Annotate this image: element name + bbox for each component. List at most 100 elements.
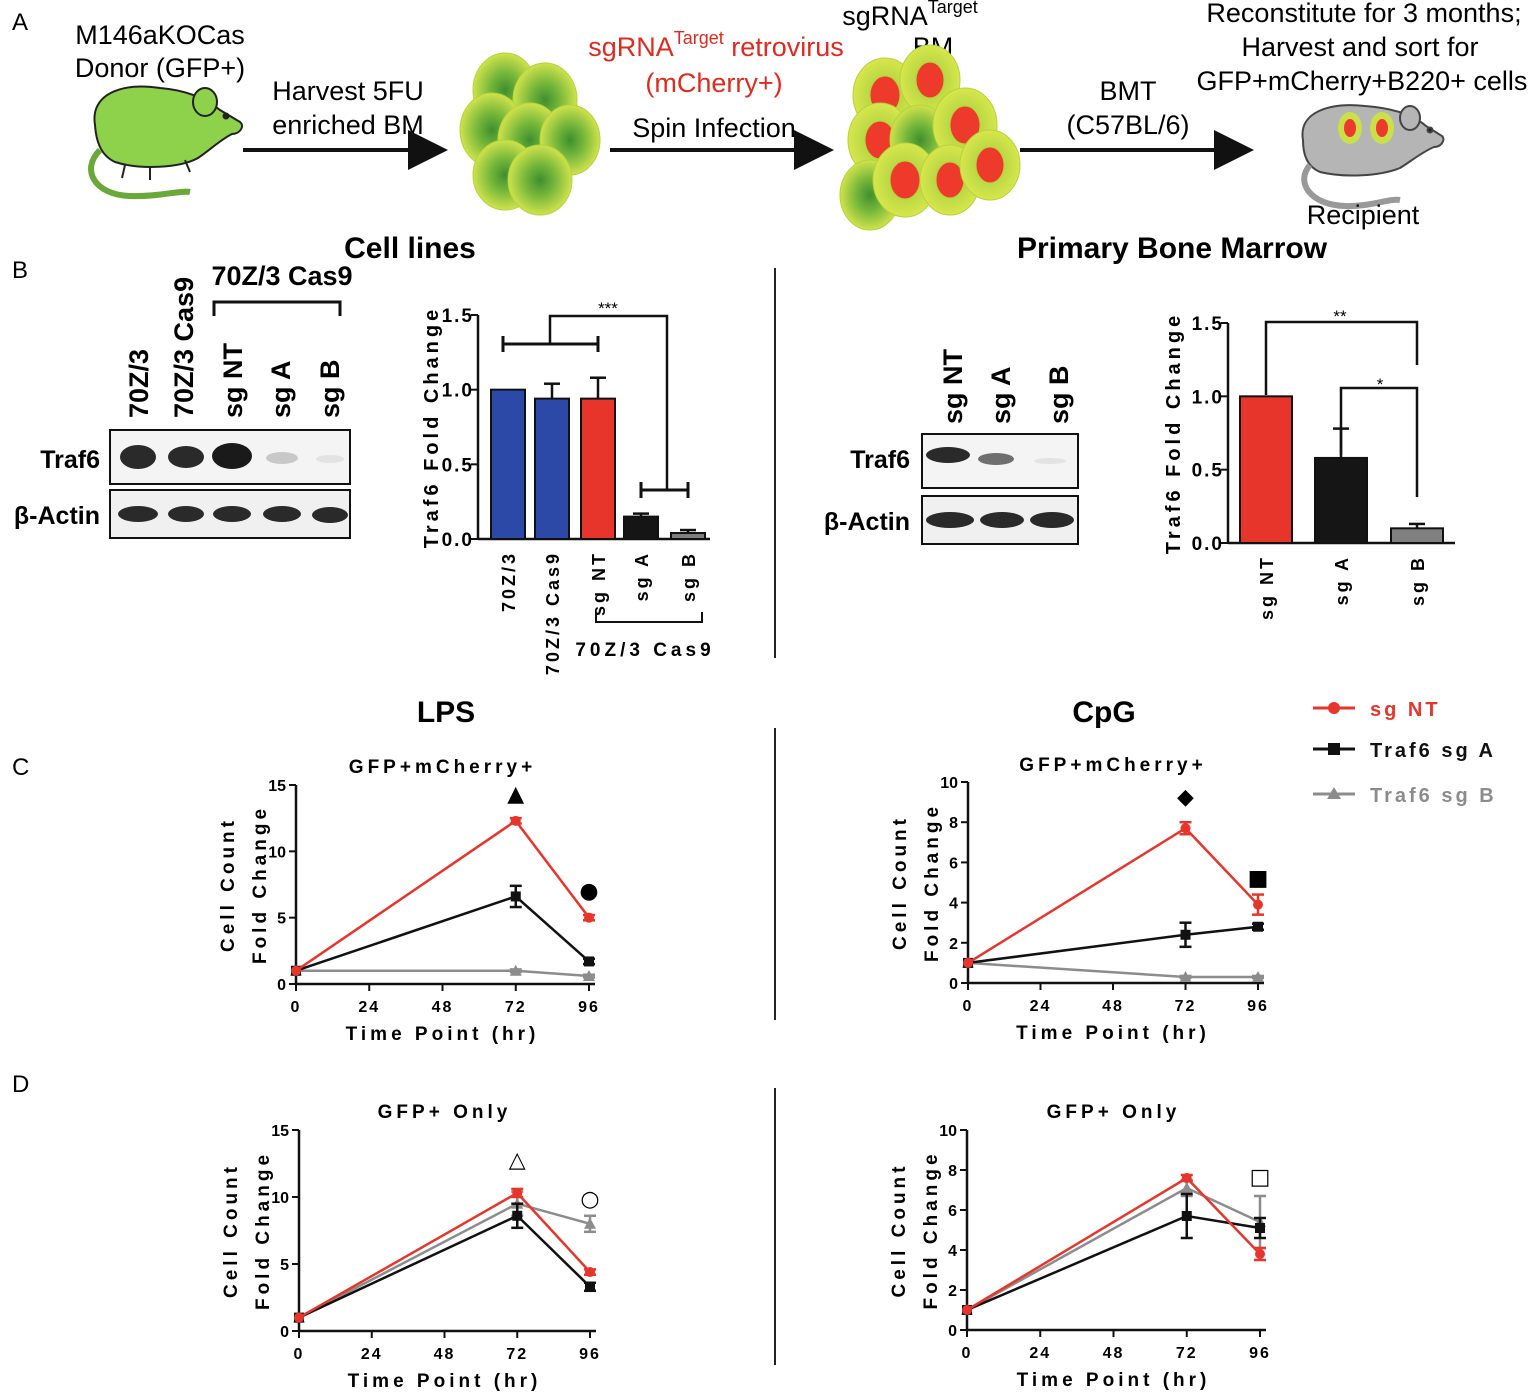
bar xyxy=(623,515,659,540)
x-tick-label: 96 xyxy=(1247,998,1269,1015)
significance-marker: ● xyxy=(579,879,598,904)
primary-bm-title: Primary Bone Marrow xyxy=(1017,232,1328,265)
y-tick-label: 1.0 xyxy=(442,381,474,402)
significance-marker: ◆ xyxy=(1177,785,1194,810)
recon-label-3: GFP+mCherry+B220+ cells xyxy=(1197,66,1528,96)
x-tick-label: 70Z/3 xyxy=(499,551,519,612)
data-point xyxy=(962,1305,972,1315)
x-tick-label: 48 xyxy=(1103,1345,1125,1362)
y-tick-label: 0 xyxy=(280,1324,289,1341)
y-tick-label: 1.0 xyxy=(1192,387,1224,408)
blot-left-lane: 70Z/3 xyxy=(124,349,154,418)
blot-left-lane: sg A xyxy=(266,360,296,418)
chart-title: GFP+mCherry+ xyxy=(1019,755,1206,776)
y-axis-label: Traf6 Fold Change xyxy=(1163,312,1185,554)
blot-right-row-traf6: Traf6 xyxy=(850,446,910,474)
bar xyxy=(670,532,706,541)
data-point xyxy=(512,1187,523,1198)
bar xyxy=(1314,456,1368,544)
sig-bracket-main xyxy=(548,314,669,490)
data-point xyxy=(291,965,301,976)
harvest-label-1: Harvest 5FU xyxy=(272,76,424,106)
x-tick-label: 48 xyxy=(434,1346,456,1363)
data-point xyxy=(1179,970,1192,982)
legend: sg NT Traf6 sg A Traf6 sg B xyxy=(1313,699,1494,807)
data-point xyxy=(585,1267,595,1278)
legend-item-traf6-sg-a: Traf6 sg A xyxy=(1313,740,1493,762)
x-tick-label: 48 xyxy=(1102,998,1124,1015)
significance-marker: ○ xyxy=(580,1187,599,1212)
panel-d-label: D xyxy=(12,1071,29,1098)
blot-left-row-actin: β-Actin xyxy=(14,502,100,530)
x-tick-label: sg B xyxy=(679,551,699,602)
y-tick-label: 5 xyxy=(280,1257,289,1274)
y-tick-label: 0.0 xyxy=(1192,534,1224,555)
data-point xyxy=(1180,1182,1193,1193)
y-tick-label: 2 xyxy=(949,936,958,953)
x-tick-label: sg A xyxy=(1332,555,1352,605)
x-group-label: 70Z/3 Cas9 xyxy=(575,640,714,661)
data-point xyxy=(509,964,522,976)
chart-title: GFP+ Only xyxy=(1047,1102,1181,1123)
data-point xyxy=(1181,1173,1192,1183)
series-line xyxy=(967,826,1259,964)
x-tick-label: 96 xyxy=(1249,1345,1271,1362)
data-point xyxy=(584,1217,596,1229)
x-tick-label: 96 xyxy=(578,999,600,1016)
y-tick-label: 10 xyxy=(939,1123,957,1140)
blot-left-lane: sg B xyxy=(315,359,345,418)
bm-cells-cluster xyxy=(459,52,601,216)
data-point xyxy=(584,956,594,967)
recipient-mouse-icon xyxy=(1301,104,1445,210)
data-point xyxy=(1181,1211,1192,1221)
x-tick-label: 24 xyxy=(1030,998,1052,1015)
sig-bracket-group2 xyxy=(639,482,690,498)
y-axis-label: Fold Change xyxy=(250,805,271,964)
x-tick-label: 0 xyxy=(963,998,974,1015)
y-tick-label: 15 xyxy=(268,778,286,795)
donor-label-1: M146aKOCas xyxy=(75,20,245,50)
data-point xyxy=(1253,899,1263,910)
legend-item-traf6-sg-b: Traf6 sg B xyxy=(1313,785,1494,807)
data-point xyxy=(1253,921,1263,932)
virus-label-2: (mCherry+) xyxy=(645,68,782,98)
x-tick-label: 0 xyxy=(294,1346,305,1363)
data-point xyxy=(510,815,521,826)
y-axis-label: Cell Count xyxy=(221,1163,242,1298)
y-tick-label: 15 xyxy=(271,1123,289,1140)
x-axis-label: Time Point (hr) xyxy=(1017,1370,1211,1391)
y-tick-label: 2 xyxy=(948,1283,957,1300)
y-axis-label: Cell Count xyxy=(890,815,911,950)
donor-label-2: Donor (GFP+) xyxy=(75,53,245,83)
blot-left-actin xyxy=(109,489,351,539)
data-point xyxy=(294,1312,304,1323)
y-axis-label: Fold Change xyxy=(253,1151,274,1310)
x-tick-label: 72 xyxy=(506,1346,528,1363)
harvest-label-2: enriched BM xyxy=(272,110,424,140)
significance-marker: △ xyxy=(509,1148,526,1173)
y-tick-label: 10 xyxy=(271,1190,289,1207)
y-tick-label: 0 xyxy=(277,977,286,994)
data-point xyxy=(585,1281,595,1292)
blot-left-lane: sg NT xyxy=(218,342,248,418)
chart-title: GFP+ Only xyxy=(378,1102,512,1123)
sig-bracket-2 xyxy=(1339,386,1419,497)
data-point xyxy=(583,970,595,982)
bar xyxy=(1239,395,1293,545)
bar xyxy=(580,397,616,541)
chart-title: GFP+mCherry+ xyxy=(349,757,536,778)
legend-label: sg NT xyxy=(1370,699,1441,721)
x-tick-label: 48 xyxy=(432,999,454,1016)
x-tick-label: 96 xyxy=(579,1346,601,1363)
blot-left-group-label: 70Z/3 Cas9 xyxy=(211,261,352,291)
blot-right-lane: sg A xyxy=(986,366,1016,424)
sig-bracket-1 xyxy=(1264,320,1419,395)
data-point xyxy=(963,957,973,968)
y-axis-label: Fold Change xyxy=(921,1150,942,1309)
cell-lines-title: Cell lines xyxy=(344,232,476,265)
series-line xyxy=(295,895,590,972)
significance-marker: ■ xyxy=(1248,866,1269,891)
